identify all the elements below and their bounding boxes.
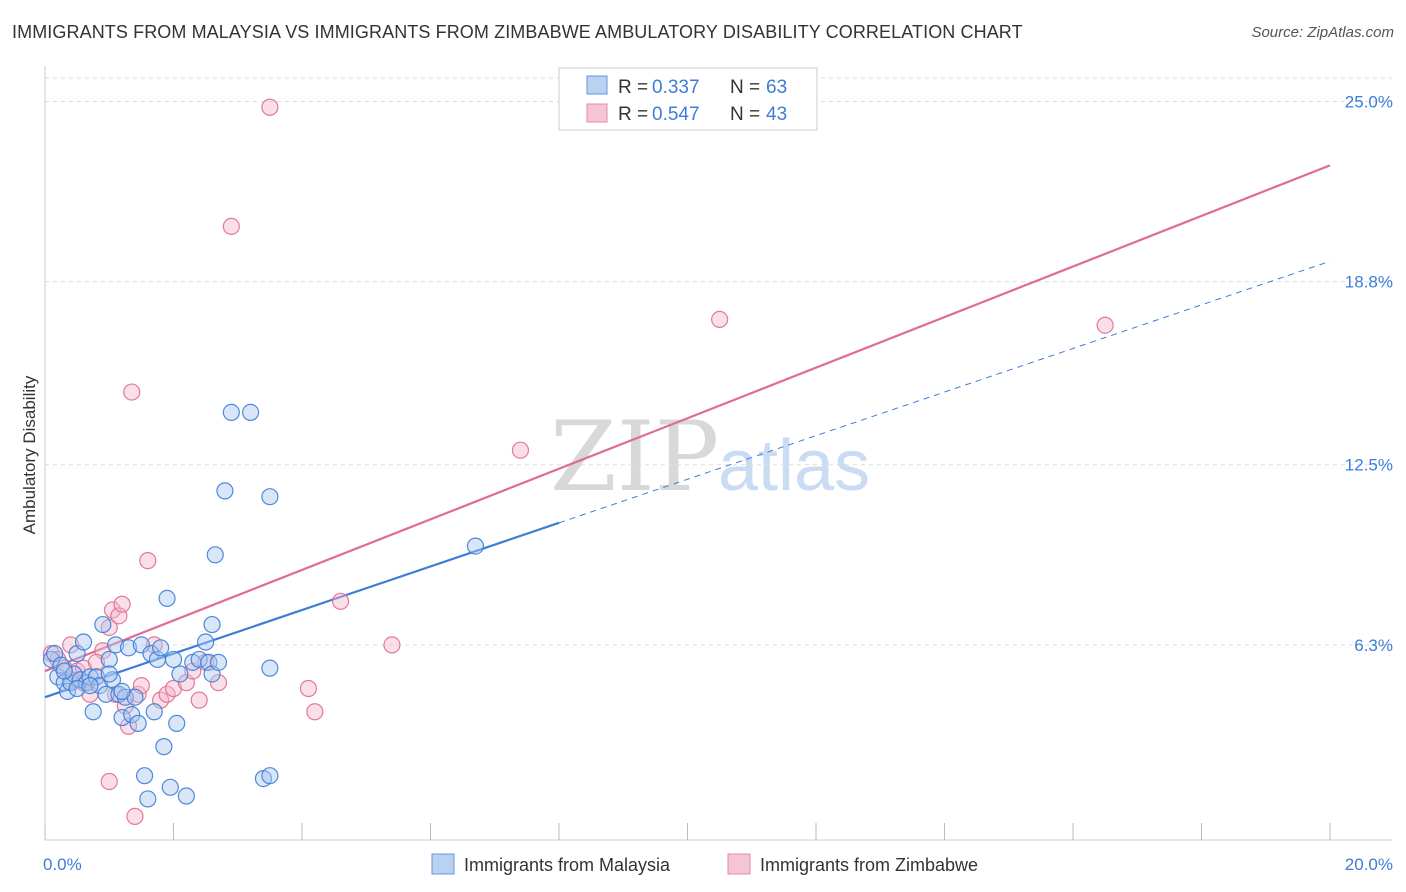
legend: R = 0.337 N = 63 R = 0.547 N = 43: [558, 67, 818, 131]
point-zimbabwe: [331, 592, 350, 610]
point-malaysia: [142, 645, 160, 663]
point-malaysia: [466, 537, 485, 555]
point-malaysia: [261, 767, 279, 785]
point-malaysia: [261, 659, 279, 677]
watermark-zip: ZIP: [550, 401, 719, 513]
point-zimbabwe: [62, 636, 80, 654]
legend-zimbabwe-n-label: N =: [730, 104, 760, 125]
point-malaysia: [242, 403, 260, 422]
trend-line-zimbabwe: [44, 164, 1331, 673]
point-malaysia: [113, 708, 131, 727]
point-zimbabwe: [711, 310, 729, 329]
trend-line-malaysia-extension: [558, 260, 1331, 524]
y-tick-label: 18.8%: [1345, 273, 1393, 292]
point-malaysia: [209, 653, 228, 671]
point-malaysia: [164, 650, 183, 669]
point-zimbabwe: [383, 636, 401, 654]
legend-swatch-malaysia: [586, 75, 608, 95]
point-malaysia: [197, 633, 215, 651]
point-malaysia: [203, 615, 221, 634]
x-tick-label-max: 20.0%: [1345, 855, 1393, 874]
trend-lines: [44, 164, 1331, 699]
point-malaysia: [168, 714, 186, 732]
point-malaysia: [107, 636, 125, 654]
point-zimbabwe: [261, 98, 279, 116]
point-malaysia: [55, 662, 73, 680]
point-zimbabwe: [113, 595, 131, 613]
point-malaysia: [152, 639, 170, 657]
point-zimbabwe: [126, 807, 144, 825]
point-malaysia: [100, 665, 118, 683]
axes: [44, 66, 1392, 841]
point-zimbabwe: [222, 217, 240, 236]
point-malaysia: [74, 633, 93, 651]
y-axis-label: Ambulatory Disability: [20, 375, 39, 534]
grid-lines: [45, 77, 1392, 646]
point-malaysia: [132, 636, 150, 654]
tick-labels: 6.3% 12.5% 18.8% 25.0% 0.0% 20.0%: [43, 92, 1393, 874]
legend-swatch-zimbabwe: [586, 103, 608, 123]
point-malaysia: [81, 668, 99, 686]
legend-malaysia-n-label: N =: [730, 77, 760, 98]
point-zimbabwe: [511, 441, 530, 459]
point-malaysia: [177, 787, 195, 805]
point-malaysia: [119, 639, 138, 657]
point-malaysia: [113, 682, 131, 701]
point-malaysia: [123, 706, 141, 724]
legend-malaysia-r-label: R =: [618, 77, 648, 98]
point-zimbabwe: [209, 674, 228, 692]
point-zimbabwe: [306, 703, 324, 721]
data-points: [42, 98, 1114, 825]
chart-title: IMMIGRANTS FROM MALAYSIA VS IMMIGRANTS F…: [12, 22, 1023, 42]
point-malaysia: [145, 703, 163, 721]
point-malaysia: [222, 403, 240, 422]
y-tick-label: 25.0%: [1345, 92, 1393, 111]
legend-malaysia-r-value: 0.337: [652, 77, 700, 98]
point-malaysia: [135, 767, 154, 785]
source-label: Source: ZipAtlas.com: [1251, 24, 1394, 41]
point-malaysia: [158, 589, 176, 608]
bottom-legend-malaysia: Immigrants from Malaysia: [464, 855, 671, 875]
x-tick-label-min: 0.0%: [43, 855, 82, 874]
legend-zimbabwe-r-label: R =: [618, 104, 648, 125]
point-malaysia: [171, 665, 189, 683]
point-malaysia: [190, 650, 208, 669]
point-zimbabwe: [139, 552, 157, 570]
legend-zimbabwe-n-value: 43: [766, 104, 787, 125]
point-zimbabwe: [299, 679, 318, 698]
point-malaysia: [94, 615, 112, 634]
point-malaysia: [161, 778, 179, 796]
point-malaysia: [81, 676, 99, 695]
bottom-legend-zimbabwe: Immigrants from Zimbabwe: [760, 855, 978, 875]
watermark-atlas: atlas: [718, 426, 870, 506]
point-zimbabwe: [158, 685, 176, 703]
point-malaysia: [155, 738, 173, 756]
point-malaysia: [84, 703, 102, 721]
point-malaysia: [68, 679, 86, 698]
point-malaysia: [129, 714, 147, 732]
point-zimbabwe: [100, 772, 118, 791]
point-malaysia: [261, 488, 279, 506]
bottom-legend-swatch-malaysia: [431, 853, 455, 875]
bottom-legend: Immigrants from Malaysia Immigrants from…: [431, 853, 978, 875]
point-zimbabwe: [103, 601, 122, 619]
point-malaysia: [58, 682, 77, 701]
y-tick-label: 12.5%: [1345, 456, 1393, 475]
bottom-legend-swatch-zimbabwe: [727, 853, 751, 875]
point-malaysia: [139, 790, 157, 808]
point-malaysia: [206, 546, 224, 564]
point-zimbabwe: [87, 653, 106, 671]
legend-zimbabwe-r-value: 0.547: [652, 104, 700, 125]
point-malaysia: [216, 482, 234, 500]
point-zimbabwe: [123, 383, 141, 401]
trend-line-malaysia: [44, 521, 560, 699]
point-zimbabwe: [190, 691, 208, 709]
legend-malaysia-n-value: 63: [766, 77, 787, 98]
point-zimbabwe: [1096, 316, 1114, 334]
point-malaysia: [100, 650, 118, 669]
y-tick-label: 6.3%: [1354, 636, 1393, 655]
